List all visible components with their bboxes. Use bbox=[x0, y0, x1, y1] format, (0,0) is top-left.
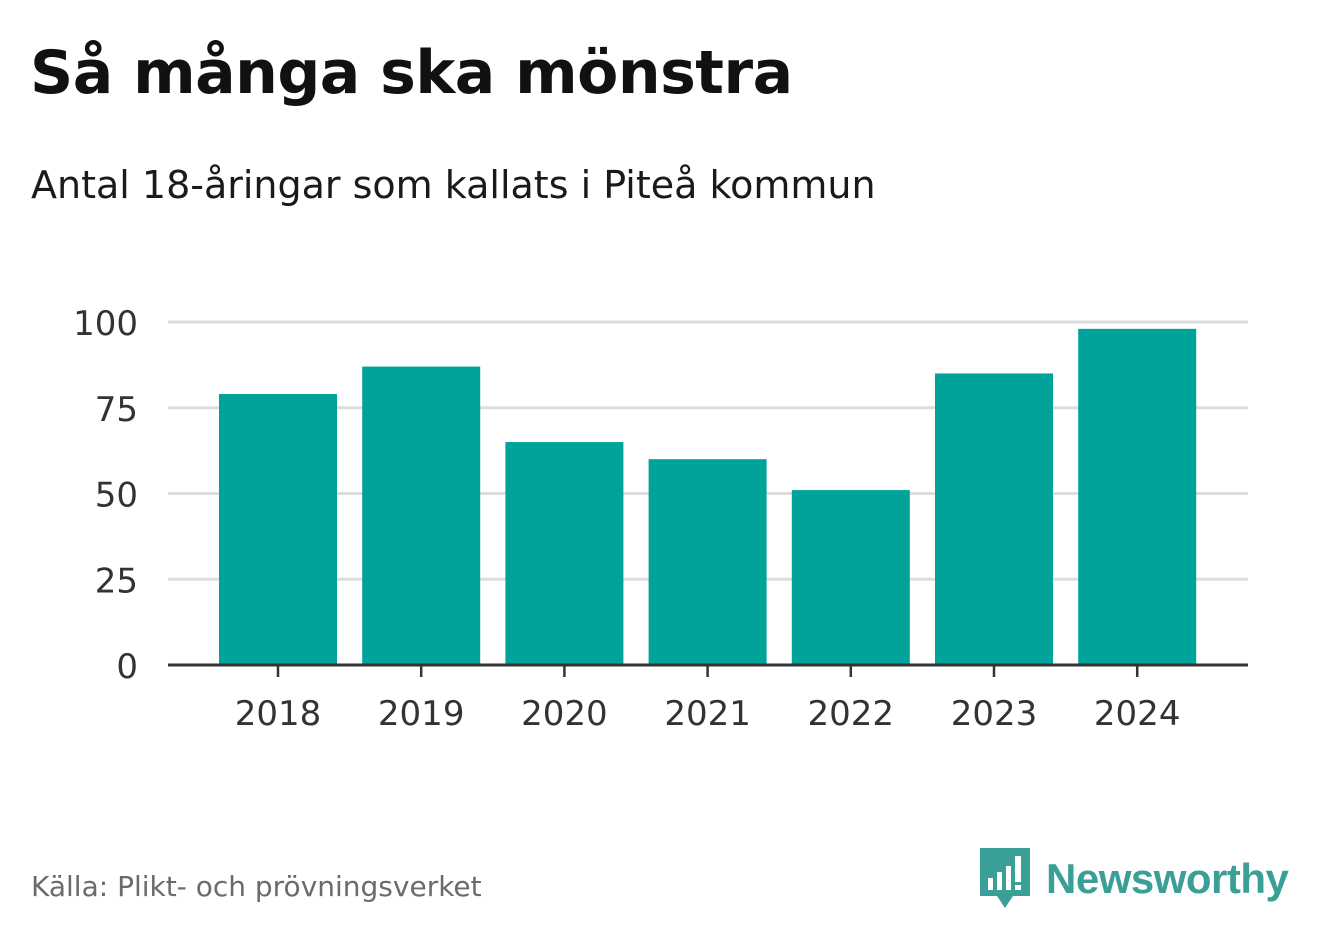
y-tick-label: 75 bbox=[95, 390, 138, 430]
x-tick-label: 2018 bbox=[235, 694, 322, 734]
source-note: Källa: Plikt- och prövningsverket bbox=[31, 870, 482, 903]
y-tick-label: 25 bbox=[95, 561, 138, 601]
brand-name: Newsworthy bbox=[1046, 855, 1289, 902]
bar bbox=[935, 373, 1053, 665]
brand-logo: Newsworthy bbox=[980, 848, 1289, 910]
chart-title: Så många ska mönstra bbox=[30, 38, 793, 108]
x-tick-label: 2024 bbox=[1094, 694, 1181, 734]
y-tick-label: 0 bbox=[116, 647, 138, 687]
y-tick-label: 100 bbox=[73, 304, 138, 344]
bar bbox=[219, 394, 337, 665]
bar bbox=[1078, 328, 1197, 665]
x-tick-label: 2023 bbox=[951, 694, 1038, 734]
bar bbox=[648, 459, 767, 665]
bar bbox=[505, 442, 624, 665]
bar-chart-speech-bubble-icon bbox=[980, 848, 1030, 908]
y-tick-label: 50 bbox=[95, 476, 138, 516]
x-tick-label: 2020 bbox=[521, 694, 608, 734]
bar-chart: 0 25 50 75 100 2018 2019 2020 2021 2022 2023 2024 bbox=[73, 304, 1248, 734]
x-tick-label: 2022 bbox=[808, 694, 895, 734]
x-tick-label: 2019 bbox=[378, 694, 465, 734]
chart-subtitle: Antal 18-åringar som kallats i Piteå kom… bbox=[31, 163, 876, 207]
bar bbox=[791, 490, 910, 665]
x-tick-label: 2021 bbox=[664, 694, 751, 734]
bar bbox=[362, 366, 481, 665]
